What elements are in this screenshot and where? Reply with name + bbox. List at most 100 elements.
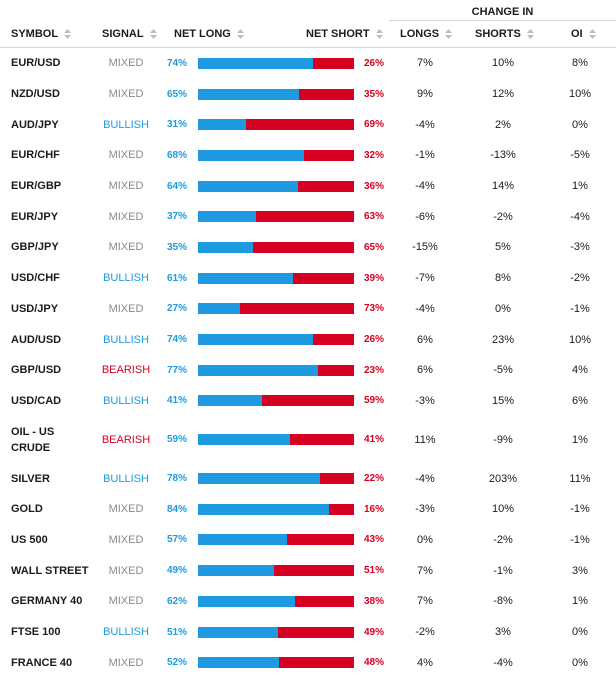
table-row[interactable]: USD/JPY MIXED 27% 73% -4% 0% -1% xyxy=(0,294,616,325)
change-longs-value: -4% xyxy=(415,118,435,131)
symbol-link[interactable]: EUR/USD xyxy=(11,57,61,70)
table-row[interactable]: FRANCE 40 MIXED 52% 48% 4% -4% 0% xyxy=(0,647,616,678)
symbol-link[interactable]: USD/CAD xyxy=(11,394,62,407)
table-row[interactable]: GERMANY 40 MIXED 62% 38% 7% -8% 1% xyxy=(0,586,616,617)
change-shorts-value: 10% xyxy=(491,57,515,70)
net-long-value: 31% xyxy=(166,119,187,131)
table-row[interactable]: GBP/JPY MIXED 35% 65% -15% 5% -3% xyxy=(0,232,616,263)
symbol-link[interactable]: GBP/USD xyxy=(11,364,62,377)
column-header-symbol[interactable]: SYMBOL xyxy=(11,22,72,46)
sort-icon xyxy=(149,29,157,39)
symbol-link[interactable]: WALL STREET xyxy=(11,564,89,577)
sentiment-bar-long-fill xyxy=(198,395,262,407)
column-header-net-short[interactable]: NET SHORT xyxy=(306,22,383,46)
column-header-label: OI xyxy=(571,28,583,40)
table-row[interactable]: AUD/JPY BULLISH 31% 69% -4% 2% 0% xyxy=(0,109,616,140)
signal-label: BULLISH xyxy=(103,626,149,639)
table-row[interactable]: EUR/USD MIXED 74% 26% 7% 10% 8% xyxy=(0,48,616,79)
net-long-value: 27% xyxy=(166,303,187,315)
symbol-link[interactable]: USD/CHF xyxy=(11,272,60,285)
table-row[interactable]: EUR/CHF MIXED 68% 32% -1% -13% -5% xyxy=(0,140,616,171)
table-row[interactable]: WALL STREET MIXED 49% 51% 7% -1% 3% xyxy=(0,555,616,586)
sentiment-bar-long-fill xyxy=(198,503,330,515)
change-oi-value: 1% xyxy=(572,433,588,446)
change-longs-value: -15% xyxy=(412,241,438,254)
table-row[interactable]: EUR/GBP MIXED 64% 36% -4% 14% 1% xyxy=(0,171,616,202)
change-oi-value: 10% xyxy=(568,333,592,346)
table-row[interactable]: USD/CAD BULLISH 41% 59% -3% 15% 6% xyxy=(0,386,616,417)
net-long-value: 61% xyxy=(166,272,187,284)
table-row[interactable]: OIL - US CRUDE BEARISH 59% 41% 11% -9% 1% xyxy=(0,416,616,463)
symbol-link[interactable]: GOLD xyxy=(11,503,43,516)
signal-label: MIXED xyxy=(108,595,144,608)
signal-label: BULLISH xyxy=(103,394,149,407)
change-oi-value: 1% xyxy=(572,595,588,608)
change-oi-value: 11% xyxy=(569,472,591,485)
sentiment-bar xyxy=(198,626,354,638)
table-row[interactable]: GOLD MIXED 84% 16% -3% 10% -1% xyxy=(0,494,616,525)
table-row[interactable]: EUR/JPY MIXED 37% 63% -6% -2% -4% xyxy=(0,201,616,232)
change-longs-value: -4% xyxy=(415,180,435,193)
change-oi-value: -3% xyxy=(570,241,590,254)
table-row[interactable]: US 500 MIXED 57% 43% 0% -2% -1% xyxy=(0,525,616,556)
symbol-link[interactable]: AUD/JPY xyxy=(11,118,59,131)
change-longs-value: -3% xyxy=(415,394,435,407)
column-header-label: NET LONG xyxy=(174,28,231,40)
signal-label: BEARISH xyxy=(101,364,151,377)
table-row[interactable]: SILVER BULLISH 78% 22% -4% 203% 11% xyxy=(0,463,616,494)
header-divider xyxy=(0,47,616,48)
symbol-link[interactable]: EUR/JPY xyxy=(11,210,59,223)
symbol-link[interactable]: FTSE 100 xyxy=(11,626,61,639)
sentiment-bar-long-fill xyxy=(198,534,287,546)
signal-label: BULLISH xyxy=(103,272,149,285)
sentiment-bar xyxy=(198,149,354,161)
column-header-signal[interactable]: SIGNAL xyxy=(102,22,157,46)
column-header-longs[interactable]: LONGS xyxy=(400,22,453,46)
symbol-link[interactable]: GERMANY 40 xyxy=(11,595,83,608)
net-short-value: 22% xyxy=(363,473,384,485)
net-short-value: 16% xyxy=(363,503,384,515)
signal-label: MIXED xyxy=(108,149,144,162)
change-shorts-value: 10% xyxy=(491,503,515,516)
symbol-link[interactable]: EUR/CHF xyxy=(11,149,60,162)
net-long-value: 37% xyxy=(166,211,187,223)
table-row[interactable]: AUD/USD BULLISH 74% 26% 6% 23% 10% xyxy=(0,324,616,355)
sentiment-bar-cell xyxy=(198,294,354,325)
symbol-link[interactable]: GBP/JPY xyxy=(11,241,59,254)
net-long-value: 59% xyxy=(166,434,187,446)
column-header-label: SYMBOL xyxy=(11,28,59,40)
symbol-link[interactable]: AUD/USD xyxy=(11,333,62,346)
change-oi-value: -5% xyxy=(570,149,590,162)
sort-icon xyxy=(445,29,453,39)
table-row[interactable]: GBP/USD BEARISH 77% 23% 6% -5% 4% xyxy=(0,355,616,386)
change-oi-value: 1% xyxy=(572,180,588,193)
symbol-link[interactable]: USD/JPY xyxy=(11,302,59,315)
change-longs-value: 9% xyxy=(417,88,433,101)
table-row[interactable]: NZD/USD MIXED 65% 35% 9% 12% 10% xyxy=(0,79,616,110)
net-long-value: 68% xyxy=(166,149,187,161)
symbol-link[interactable]: NZD/USD xyxy=(11,88,60,101)
signal-label: BULLISH xyxy=(103,118,149,131)
symbol-link[interactable]: EUR/GBP xyxy=(11,180,62,193)
net-long-value: 41% xyxy=(166,395,187,407)
sentiment-bar xyxy=(198,657,354,669)
sentiment-bar-long-fill xyxy=(198,657,280,669)
net-long-value: 64% xyxy=(166,180,187,192)
table-row[interactable]: FTSE 100 BULLISH 51% 49% -2% 3% 0% xyxy=(0,617,616,648)
sentiment-bar-cell xyxy=(198,109,354,140)
change-shorts-value: -2% xyxy=(493,533,513,546)
change-oi-value: 10% xyxy=(568,88,592,101)
symbol-link[interactable]: FRANCE 40 xyxy=(11,656,73,669)
table-row[interactable]: USD/CHF BULLISH 61% 39% -7% 8% -2% xyxy=(0,263,616,294)
symbol-link[interactable]: US 500 xyxy=(11,533,48,546)
sort-icon xyxy=(588,29,596,39)
column-header-oi[interactable]: OI xyxy=(571,22,596,46)
change-oi-value: 0% xyxy=(572,118,588,131)
sentiment-bar-long-fill xyxy=(198,303,241,315)
symbol-link[interactable]: SILVER xyxy=(11,472,50,485)
symbol-link[interactable]: OIL - US CRUDE xyxy=(11,425,55,454)
column-header-net-long[interactable]: NET LONG xyxy=(174,22,244,46)
sentiment-bar-long-fill xyxy=(198,211,256,223)
sentiment-bar-cell xyxy=(198,617,354,648)
column-header-shorts[interactable]: SHORTS xyxy=(475,22,534,46)
